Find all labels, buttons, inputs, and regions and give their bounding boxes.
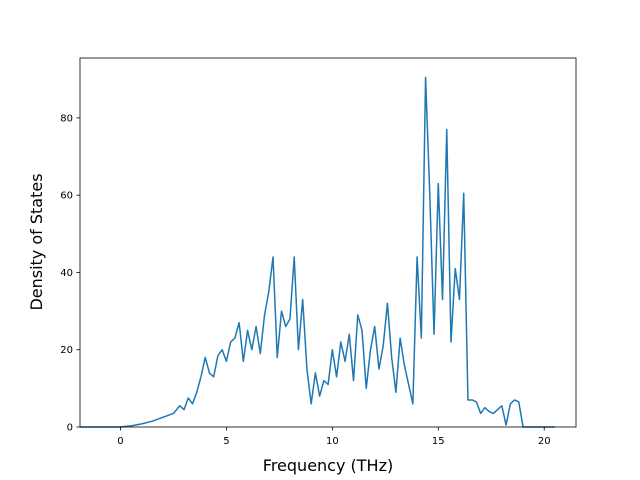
plot-area: [80, 58, 576, 427]
y-axis: 0 20 40 60 80: [60, 113, 80, 434]
series-layer: [80, 76, 555, 428]
y-tick-label: 80: [60, 113, 73, 124]
y-tick-label: 20: [60, 345, 73, 356]
y-axis-label: Density of States: [27, 173, 46, 310]
x-tick-label: 15: [432, 436, 445, 447]
y-tick-label: 40: [60, 268, 73, 279]
x-axis: 0 5 10 15 20: [117, 427, 551, 447]
y-tick-label: 60: [60, 191, 73, 202]
x-tick-label: 10: [326, 436, 339, 447]
x-tick-label: 0: [117, 436, 123, 447]
x-axis-label: Frequency (THz): [263, 456, 393, 475]
y-tick-label: 0: [67, 423, 73, 434]
x-tick-label: 5: [223, 436, 229, 447]
series-line-0: [80, 76, 555, 428]
x-tick-label: 20: [538, 436, 551, 447]
plot-frame: [79, 57, 577, 428]
